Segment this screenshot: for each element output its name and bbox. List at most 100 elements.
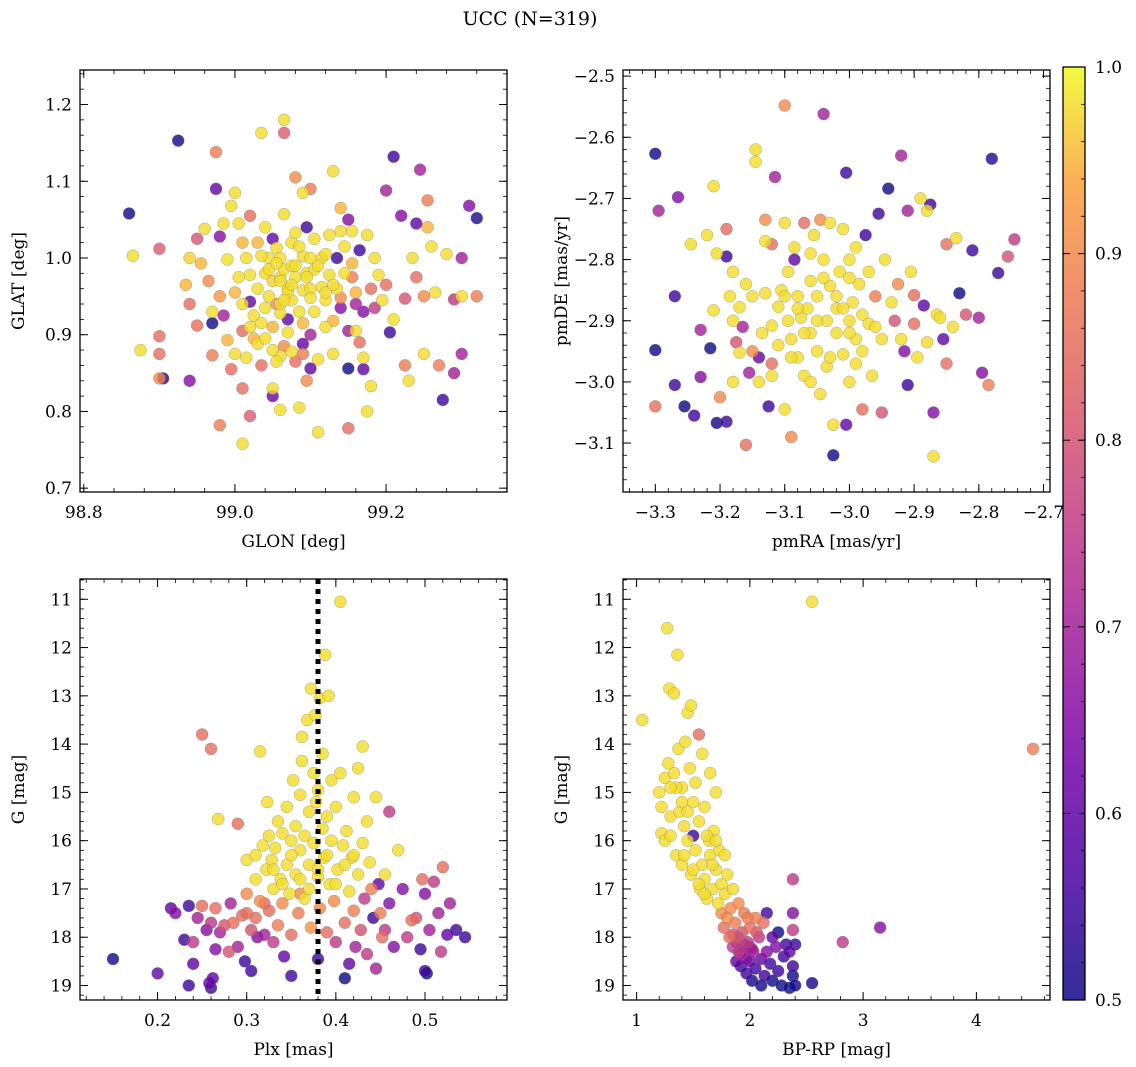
data-point (985, 152, 999, 165)
data-point (289, 226, 302, 239)
data-point (228, 347, 242, 361)
data-point (687, 409, 701, 422)
data-point (221, 333, 234, 347)
y-axis-label: G [mag] (552, 755, 572, 824)
data-point (249, 848, 262, 862)
y-tick-label: 14 (593, 735, 615, 755)
x-tick-label: 98.8 (65, 503, 103, 523)
colorbar-tick-label: 0.7 (1095, 618, 1122, 638)
data-point (667, 687, 681, 700)
y-tick-label: 1.1 (45, 172, 72, 192)
data-point (360, 815, 374, 828)
data-point (153, 329, 166, 343)
data-point (281, 326, 295, 339)
data-point (398, 359, 412, 372)
y-tick-label: 16 (50, 832, 72, 852)
data-point (458, 930, 472, 944)
x-tick-label: −3.1 (764, 503, 805, 523)
axes-frame (79, 69, 508, 493)
data-point (387, 940, 401, 954)
data-point (726, 882, 740, 896)
scatter-points (649, 99, 1021, 463)
data-point (710, 247, 724, 260)
data-point (345, 224, 359, 238)
data-point (878, 253, 892, 266)
data-point (823, 216, 837, 230)
data-point (251, 236, 264, 249)
data-point (846, 296, 859, 309)
data-point (733, 346, 746, 359)
data-point (204, 742, 218, 756)
x-tick-label: 99.2 (367, 503, 405, 523)
data-point (320, 926, 334, 939)
y-tick-label: 11 (593, 590, 615, 610)
data-point (182, 899, 196, 913)
data-point (369, 790, 383, 804)
data-point (703, 766, 717, 780)
data-point (274, 403, 287, 417)
data-point (920, 204, 934, 217)
data-point (351, 868, 365, 881)
data-point (277, 950, 291, 963)
data-point (843, 375, 856, 389)
data-point (765, 357, 779, 370)
x-tick-label: 0.2 (144, 1011, 171, 1031)
data-point (387, 313, 400, 326)
y-tick-label: 15 (50, 783, 72, 803)
data-point (707, 179, 720, 193)
scatter-points (106, 595, 472, 995)
data-point (182, 979, 196, 992)
data-point (940, 357, 953, 370)
data-point (946, 320, 960, 334)
data-point (240, 251, 253, 265)
data-point (679, 735, 692, 748)
data-point (759, 234, 772, 248)
data-point (1001, 250, 1015, 263)
data-point (894, 149, 908, 162)
data-point (649, 400, 662, 413)
data-point (891, 277, 905, 291)
data-point (671, 648, 684, 662)
data-point (276, 897, 289, 910)
data-point (758, 969, 771, 983)
x-tick-label: −2.9 (893, 503, 934, 523)
data-point (652, 786, 666, 799)
data-point (836, 348, 850, 361)
data-point (436, 860, 450, 874)
data-point (356, 836, 369, 850)
data-point (183, 251, 196, 265)
data-point (292, 305, 306, 318)
data-point (292, 906, 305, 920)
data-point (243, 409, 257, 423)
data-point (222, 945, 236, 958)
data-point (277, 207, 291, 221)
x-tick-label: −3.3 (635, 503, 676, 523)
data-point (329, 877, 343, 891)
data-point (206, 349, 219, 362)
y-tick-label: 1.0 (45, 249, 72, 269)
data-point (784, 351, 798, 364)
data-point (221, 253, 234, 266)
data-point (671, 190, 685, 204)
data-point (394, 209, 408, 223)
data-point (875, 406, 889, 419)
data-point (749, 155, 762, 168)
data-point (258, 301, 272, 315)
data-point (126, 249, 140, 262)
y-tick-label: 15 (593, 783, 615, 803)
data-point (342, 957, 356, 971)
data-point (357, 305, 370, 318)
data-point (413, 163, 427, 176)
data-point (347, 904, 360, 917)
y-tick-label: −3.1 (574, 434, 615, 454)
data-point (302, 882, 316, 896)
data-point (927, 450, 940, 463)
data-point (285, 928, 298, 942)
data-point (668, 378, 682, 392)
y-tick-label: −2.8 (574, 251, 615, 271)
data-point (325, 834, 338, 847)
data-point (293, 788, 307, 802)
data-point (447, 366, 461, 380)
data-point (966, 244, 979, 257)
